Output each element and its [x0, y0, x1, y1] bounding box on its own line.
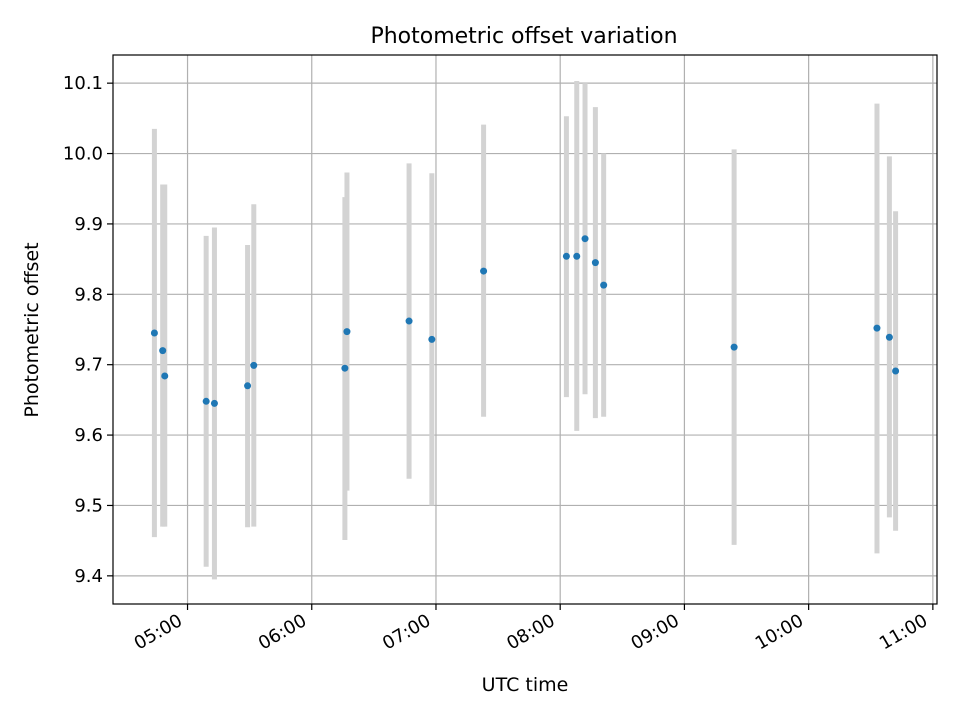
y-tick-label: 9.4 — [74, 566, 103, 587]
data-point — [244, 382, 252, 390]
y-tick-label: 10.0 — [63, 144, 103, 165]
data-point — [159, 347, 167, 355]
data-point — [161, 372, 169, 380]
data-point — [600, 281, 608, 289]
grid-lines — [113, 55, 937, 604]
y-axis: 9.4 9.5 9.6 9.7 9.8 9.9 10.0 10.1 — [63, 73, 113, 587]
data-point — [250, 361, 258, 369]
data-point — [892, 367, 900, 375]
data-point — [405, 317, 413, 325]
plot-frame — [112, 54, 938, 605]
data-point — [562, 252, 570, 260]
data-point — [341, 364, 349, 372]
data-point — [581, 235, 589, 243]
chart-title: Photometric offset variation — [370, 24, 677, 49]
y-tick-label: 9.5 — [74, 495, 103, 516]
data-points — [150, 235, 900, 407]
data-point — [573, 252, 581, 260]
data-point — [343, 328, 351, 336]
y-tick-label: 10.1 — [63, 73, 103, 94]
x-axis-label: UTC time — [482, 674, 569, 696]
data-point — [480, 267, 488, 275]
data-point — [591, 259, 599, 267]
y-tick-label: 9.7 — [74, 355, 103, 376]
y-tick-label: 9.6 — [74, 425, 103, 446]
data-point — [150, 329, 158, 337]
y-tick-label: 9.9 — [74, 214, 103, 235]
y-tick-label: 9.8 — [74, 284, 103, 305]
data-point — [428, 335, 436, 343]
data-point — [885, 333, 893, 341]
y-axis-label: Photometric offset — [21, 242, 43, 417]
data-point — [873, 324, 881, 332]
data-point — [202, 397, 210, 405]
data-point — [210, 399, 218, 407]
data-point — [730, 343, 738, 351]
